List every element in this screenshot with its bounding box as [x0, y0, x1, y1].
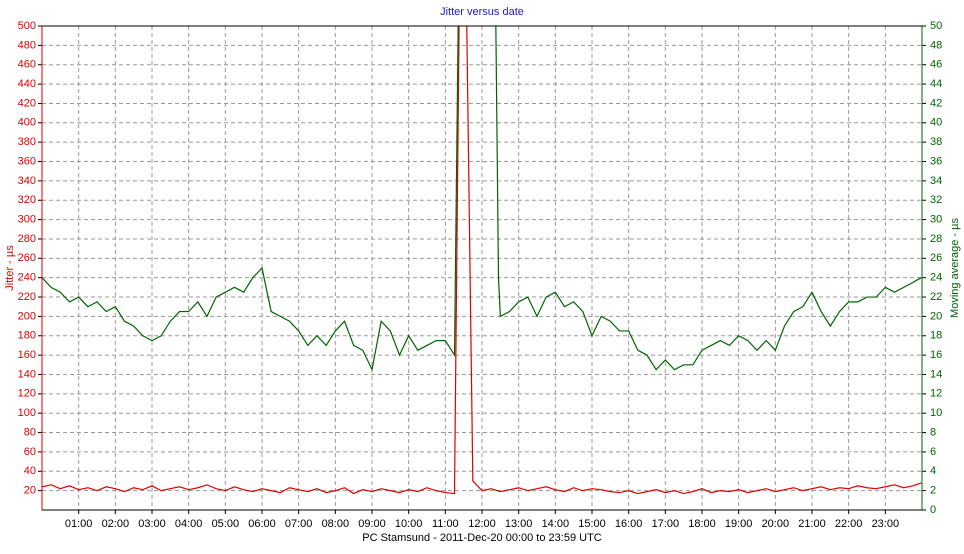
y-tick-label: 120: [18, 388, 36, 400]
x-tick-label: 20:00: [762, 518, 790, 530]
x-tick-label: 12:00: [468, 518, 496, 530]
x-axis-label: PC Stamsund - 2011-Dec-20 00:00 to 23:59…: [362, 532, 602, 544]
y2-tick-label: 36: [930, 155, 942, 167]
y2-tick-label: 8: [930, 426, 936, 438]
y-tick-label: 80: [24, 426, 36, 438]
x-tick-label: 10:00: [395, 518, 423, 530]
x-tick-label: 09:00: [358, 518, 386, 530]
x-tick-label: 13:00: [505, 518, 533, 530]
y-tick-label: 240: [18, 272, 36, 284]
y-axis-label: Jitter - µs: [4, 245, 16, 291]
y2-tick-label: 44: [930, 78, 942, 90]
x-tick-label: 01:00: [65, 518, 93, 530]
y2-tick-label: 12: [930, 388, 942, 400]
y-tick-label: 200: [18, 310, 36, 322]
x-tick-label: 21:00: [798, 518, 826, 530]
y2-tick-label: 38: [930, 136, 942, 148]
y2-tick-label: 16: [930, 349, 942, 361]
y-tick-label: 420: [18, 97, 36, 109]
y2-tick-label: 34: [930, 175, 942, 187]
plot-area: [42, 26, 922, 495]
grid: [42, 25, 922, 510]
x-tick-label: 15:00: [578, 518, 606, 530]
y-tick-label: 320: [18, 194, 36, 206]
y-tick-label: 220: [18, 291, 36, 303]
y-tick-label: 340: [18, 175, 36, 187]
y2-tick-label: 26: [930, 252, 942, 264]
y2-tick-label: 28: [930, 233, 942, 245]
y2-tick-label: 22: [930, 291, 942, 303]
y-tick-label: 260: [18, 252, 36, 264]
y-tick-label: 440: [18, 78, 36, 90]
y2-tick-label: 30: [930, 214, 942, 226]
y-tick-label: 380: [18, 136, 36, 148]
x-tick-label: 03:00: [138, 518, 166, 530]
x-tick-label: 05:00: [212, 518, 240, 530]
x-tick-label: 07:00: [285, 518, 313, 530]
x-tick-label: 04:00: [175, 518, 203, 530]
y-tick-label: 40: [24, 465, 36, 477]
y-tick-label: 500: [18, 20, 36, 32]
x-tick-label: 22:00: [835, 518, 863, 530]
y-tick-label: 180: [18, 330, 36, 342]
x-tick-label: 17:00: [652, 518, 680, 530]
x-tick-label: 23:00: [872, 518, 900, 530]
y2-tick-label: 50: [930, 20, 942, 32]
y-tick-label: 360: [18, 155, 36, 167]
y2-tick-label: 4: [930, 465, 936, 477]
y-tick-label: 280: [18, 233, 36, 245]
axes: 2040608010012014016018020022024026028030…: [18, 20, 943, 530]
y2-tick-label: 42: [930, 97, 942, 109]
x-tick-label: 02:00: [102, 518, 130, 530]
y-tick-label: 480: [18, 39, 36, 51]
x-tick-label: 18:00: [688, 518, 716, 530]
y-tick-label: 300: [18, 214, 36, 226]
y2-tick-label: 46: [930, 59, 942, 71]
series-line: [42, 26, 922, 372]
y-tick-label: 20: [24, 485, 36, 497]
y2-axis-label: Moving average - µs: [949, 218, 961, 318]
y2-tick-label: 10: [930, 407, 942, 419]
y2-tick-label: 18: [930, 330, 942, 342]
y-tick-label: 400: [18, 117, 36, 129]
x-tick-label: 16:00: [615, 518, 643, 530]
chart-title: Jitter versus date: [440, 6, 524, 18]
x-tick-label: 08:00: [322, 518, 350, 530]
y2-tick-label: 20: [930, 310, 942, 322]
y2-tick-label: 40: [930, 117, 942, 129]
y2-tick-label: 2: [930, 485, 936, 497]
y-tick-label: 140: [18, 368, 36, 380]
series-line: [42, 26, 922, 495]
x-tick-label: 14:00: [542, 518, 570, 530]
y-tick-label: 60: [24, 446, 36, 458]
y2-tick-label: 6: [930, 446, 936, 458]
y2-tick-label: 24: [930, 272, 942, 284]
y2-tick-label: 0: [930, 504, 936, 516]
x-tick-label: 06:00: [248, 518, 276, 530]
x-tick-label: 11:00: [432, 518, 459, 530]
y-tick-label: 160: [18, 349, 36, 361]
x-tick-label: 19:00: [725, 518, 753, 530]
y2-tick-label: 48: [930, 39, 942, 51]
y-tick-label: 100: [18, 407, 36, 419]
y2-tick-label: 32: [930, 194, 942, 206]
y-tick-label: 460: [18, 59, 36, 71]
y2-tick-label: 14: [930, 368, 942, 380]
